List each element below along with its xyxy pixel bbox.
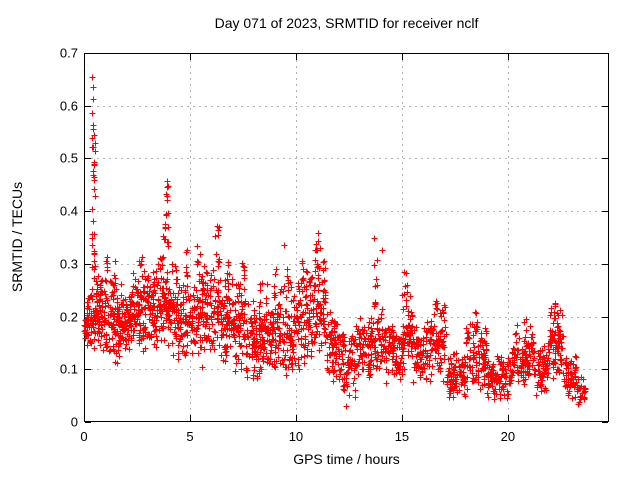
y-tick-label: 0.1 [59,361,78,377]
y-tick-label: 0.4 [59,203,78,219]
y-tick-label: 0.3 [59,256,78,272]
x-tick-label: 10 [288,429,304,444]
y-tick-label: 0.6 [59,98,78,114]
chart-title: Day 071 of 2023, SRMTID for receiver ncl… [214,15,479,31]
x-tick-label: 0 [80,429,88,444]
y-tick-label: 0.2 [59,309,78,325]
x-tick-label: 5 [186,429,194,444]
data-points-plus-markers [81,74,589,410]
x-tick-label: 20 [500,429,516,444]
y-tick-label: 0.5 [59,150,78,166]
x-axis-label: GPS time / hours [293,451,400,467]
x-tick-label: 15 [394,429,410,444]
axis-frame [84,53,609,422]
y-tick-label: 0.7 [59,45,78,61]
y-tick-label: 0 [70,414,78,430]
